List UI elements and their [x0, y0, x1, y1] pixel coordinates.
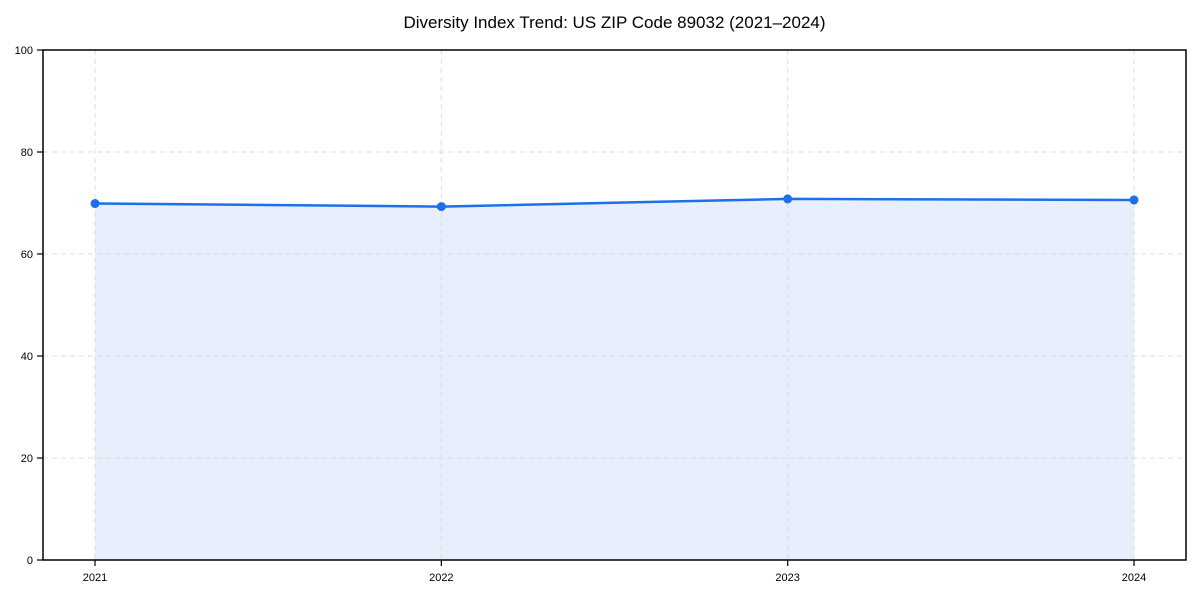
data-point-2021: [90, 199, 100, 209]
y-tick-label: 60: [21, 249, 33, 261]
data-point-2022: [436, 202, 446, 212]
plot-border: [42, 49, 1187, 561]
data-point-2024: [1129, 195, 1139, 205]
y-tick-label: 80: [21, 147, 33, 159]
data-point-2023: [783, 194, 793, 204]
x-tick-label: 2021: [83, 572, 107, 584]
y-tick-label: 20: [21, 453, 33, 465]
x-tick-label: 2024: [1122, 572, 1146, 584]
x-tick-label: 2023: [775, 572, 799, 584]
y-tick-label: 100: [15, 45, 33, 57]
chart-title: Diversity Index Trend: US ZIP Code 89032…: [403, 13, 826, 32]
x-tick-label: 2022: [429, 572, 453, 584]
y-tick-label: 40: [21, 351, 33, 363]
area-fill: [95, 198, 1134, 561]
trend-line: [93, 197, 1136, 208]
y-tick-label: 0: [27, 555, 33, 567]
